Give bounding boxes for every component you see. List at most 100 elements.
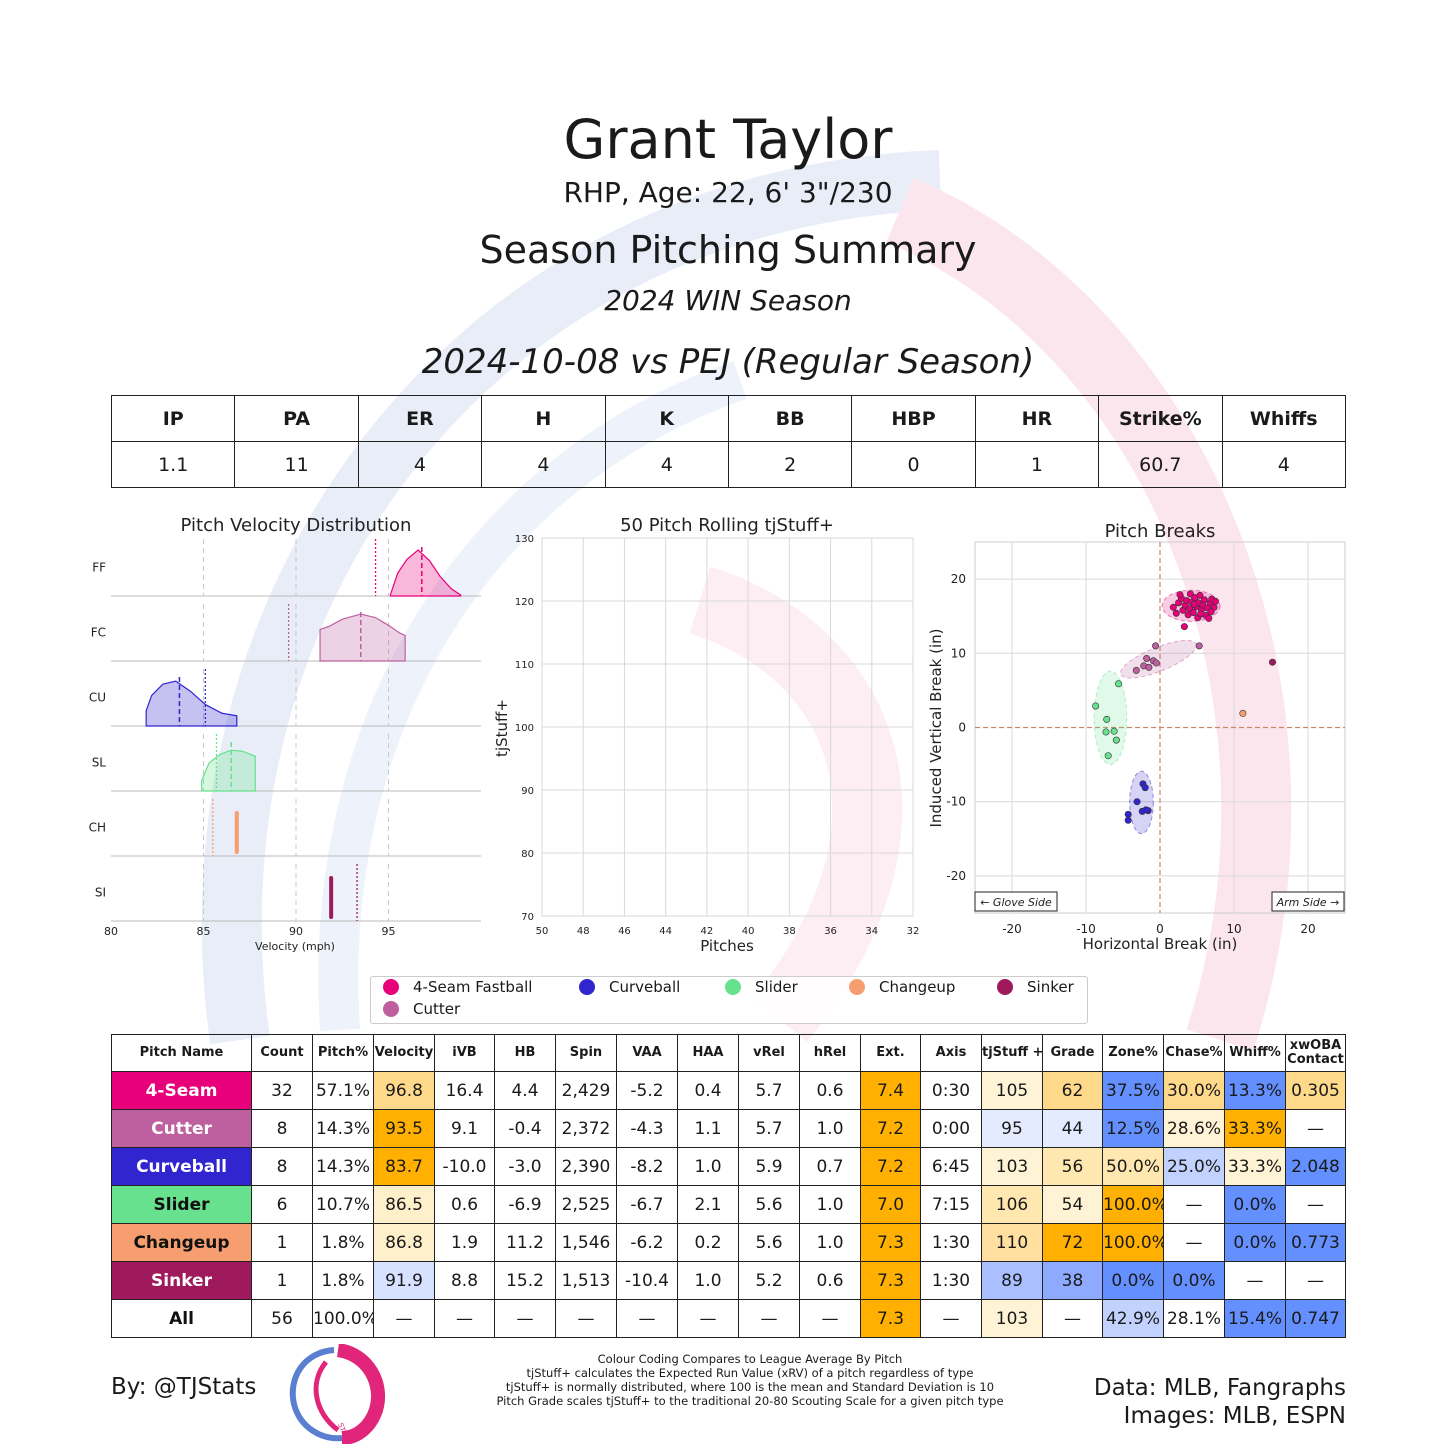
- pitch-table-row: Sinker 1 1.8% 91.9 8.8 15.2 1,513 -10.4 1.0 5.2 0.…: [111, 1261, 1346, 1300]
- pitch-table-cell: 7.3: [860, 1261, 921, 1300]
- pitch-table-cell: 5.6: [738, 1185, 800, 1224]
- break-point: [1112, 736, 1120, 744]
- player-info: RHP, Age: 22, 6' 3"/230: [563, 176, 893, 209]
- pitch-name-cell: Curveball: [111, 1147, 252, 1186]
- pitch-table-cell: 15.2: [494, 1261, 556, 1300]
- stat-line-table: IP PA ER H K BB HBP HR Strike% Whiffs 1.…: [110, 395, 1347, 488]
- pitch-name-cell: 4-Seam: [111, 1071, 252, 1110]
- stat-value: 1.1: [110, 441, 236, 488]
- break-point: [1102, 728, 1110, 736]
- pitch-table-cell: 9.1: [434, 1109, 495, 1148]
- pitch-table-cell: 93.5: [373, 1109, 435, 1148]
- pitch-table-cell: 7.2: [860, 1147, 921, 1186]
- break-cluster-ellipse: [1129, 770, 1154, 835]
- pitch-table-cell: —: [494, 1299, 556, 1338]
- pitch-table-cell: 1.0: [677, 1147, 739, 1186]
- pitch-table-cell: 28.1%: [1163, 1299, 1225, 1338]
- break-point: [1176, 591, 1184, 599]
- rolling-x-tick-label: 50: [536, 926, 549, 937]
- break-point: [1172, 609, 1180, 617]
- pitch-table-cell: —: [616, 1299, 678, 1338]
- stat-value: 4: [604, 441, 729, 488]
- pitch-table-cell: 37.5%: [1102, 1071, 1164, 1110]
- pitch-table-cell: 0:00: [920, 1109, 982, 1148]
- pitch-name-cell: Cutter: [111, 1109, 252, 1148]
- rolling-y-tick-label: 70: [521, 912, 534, 923]
- pitch-table-cell: -6.2: [616, 1223, 678, 1262]
- pitch-table-cell: -10.0: [434, 1147, 495, 1186]
- breaks-x-tick-label: 20: [1300, 922, 1315, 936]
- break-point: [1143, 654, 1151, 662]
- breaks-x-tick-label: -20: [1002, 922, 1022, 936]
- legend-label: Changeup: [879, 978, 956, 996]
- break-point: [1169, 603, 1177, 611]
- rolling-tjstuff-chart: 50 Pitch Rolling tjStuff+ Pitches tjStuf…: [493, 515, 920, 955]
- pitch-table-cell: 14.3%: [312, 1109, 374, 1148]
- break-point: [1115, 680, 1123, 688]
- pitch-table-cell: 0.0%: [1224, 1185, 1286, 1224]
- pitch-table-cell: 1: [251, 1261, 313, 1300]
- breaks-x-tick-label: -10: [1076, 922, 1096, 936]
- pitch-table-cell: 105: [981, 1071, 1043, 1110]
- legend-marker-icon: [579, 979, 595, 995]
- pitch-table-cell: 100.0%: [1102, 1223, 1164, 1262]
- rolling-y-tick-label: 100: [515, 723, 534, 734]
- pitch-name-cell: All: [111, 1299, 252, 1338]
- stat-value: 11: [234, 441, 359, 488]
- pitch-type-legend: 4-Seam Fastball Curveball Slider Changeu…: [370, 976, 1088, 1024]
- stat-value: 4: [357, 441, 483, 488]
- break-point: [1200, 596, 1208, 604]
- breaks-y-tick-label: 0: [958, 721, 966, 735]
- pitch-table-cell: 1:30: [920, 1223, 982, 1262]
- pitch-table-cell: —: [738, 1299, 800, 1338]
- pitch-table-cell: 28.6%: [1163, 1109, 1225, 1148]
- pitch-table-cell: 10.7%: [312, 1185, 374, 1224]
- stat-value: 4: [481, 441, 606, 488]
- pitch-table-cell: 0.0%: [1224, 1223, 1286, 1262]
- stat-value: 4: [1221, 441, 1347, 488]
- pitch-table-cell: 96.8: [373, 1071, 435, 1110]
- pitch-table-cell: 33.3%: [1224, 1147, 1286, 1186]
- pitch-table-cell: 0.773: [1285, 1223, 1346, 1262]
- legend-label: Slider: [755, 978, 798, 996]
- pitch-table-header-cell: Ext.: [860, 1034, 921, 1072]
- velocity-x-tick-label: 90: [289, 925, 303, 938]
- pitch-table-cell: 0.0%: [1102, 1261, 1164, 1300]
- pitch-table-cell: 2,429: [555, 1071, 617, 1110]
- pitch-table-cell: 56: [1042, 1147, 1103, 1186]
- pitch-table-cell: 0.6: [799, 1071, 861, 1110]
- pitch-table-cell: 0:30: [920, 1071, 982, 1110]
- pitch-table-cell: 42.9%: [1102, 1299, 1164, 1338]
- pitch-table-cell: 2,390: [555, 1147, 617, 1186]
- break-point: [1196, 591, 1204, 599]
- pitch-table-row: All 56 100.0% — — — — — — — —7.3—103—42.9% 28.1% 15.…: [111, 1299, 1346, 1338]
- arm-side-label: Arm Side →: [1276, 896, 1340, 909]
- pitch-name-cell: Sinker: [111, 1261, 252, 1300]
- rolling-x-tick-label: 32: [907, 926, 920, 937]
- pitch-table-cell: 100.0%: [312, 1299, 374, 1338]
- pitch-table-cell: 12.5%: [1102, 1109, 1164, 1148]
- pitch-table-cell: 0.0%: [1163, 1261, 1225, 1300]
- pitch-table-cell: 72: [1042, 1223, 1103, 1262]
- breaks-x-tick-label: 10: [1226, 922, 1241, 936]
- data-source-credit: Data: MLB, Fangraphs: [1093, 1375, 1346, 1401]
- pitch-table-cell: —: [1042, 1299, 1103, 1338]
- pitch-table-cell: -5.2: [616, 1071, 678, 1110]
- break-point: [1205, 614, 1213, 622]
- pitch-metrics-table: Pitch Name Count Pitch% Velocity iVB HB Spin VA…: [111, 1034, 1346, 1338]
- pitch-table-header-cell: xwOBA Contact: [1285, 1034, 1346, 1072]
- glove-side-label: ← Glove Side: [980, 896, 1052, 909]
- pitch-table-header-cell: Pitch%: [312, 1034, 374, 1072]
- pitch-table-cell: 7.4: [860, 1071, 921, 1110]
- pitch-table-cell: 25.0%: [1163, 1147, 1225, 1186]
- stat-header: HR: [974, 395, 1100, 442]
- velocity-x-tick-label: 80: [104, 925, 118, 938]
- break-point: [1124, 816, 1132, 824]
- pitch-table-cell: -0.4: [494, 1109, 556, 1148]
- pitch-table-cell: —: [434, 1299, 495, 1338]
- pitch-table-cell: 30.0%: [1163, 1071, 1225, 1110]
- pitch-table-cell: 2.1: [677, 1185, 739, 1224]
- pitch-table-cell: —: [1285, 1185, 1346, 1224]
- pitch-table-header-cell: Grade: [1042, 1034, 1103, 1072]
- pitch-table-cell: 0.4: [677, 1071, 739, 1110]
